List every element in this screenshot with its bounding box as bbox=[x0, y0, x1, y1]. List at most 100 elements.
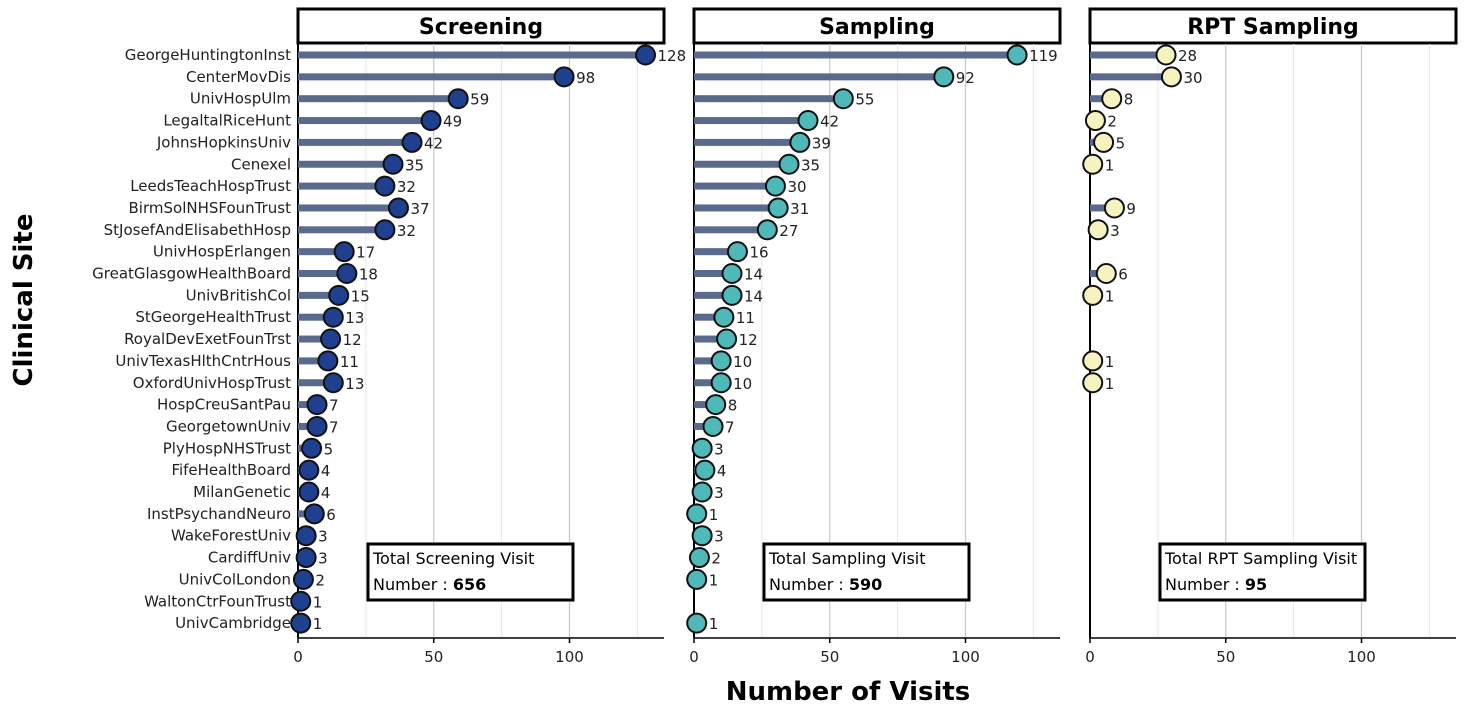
lollipop-stem bbox=[298, 95, 459, 103]
lollipop-point bbox=[317, 350, 339, 372]
lollipop-point bbox=[710, 350, 732, 372]
lollipop-stem bbox=[298, 313, 334, 321]
total-box bbox=[762, 542, 971, 602]
number-label: Number : bbox=[769, 575, 849, 594]
lollipop-stem bbox=[694, 248, 738, 256]
value-label: 39 bbox=[812, 134, 831, 152]
lollipop-stem bbox=[298, 248, 345, 256]
panel-title: Sampling bbox=[819, 15, 935, 40]
value-label: 1 bbox=[1105, 287, 1115, 305]
site-label: RoyalDevExetFounTrst bbox=[124, 330, 291, 348]
value-label: 30 bbox=[1183, 69, 1202, 87]
value-label: 37 bbox=[410, 200, 429, 218]
lollipop-point bbox=[1082, 153, 1104, 175]
value-label: 3 bbox=[714, 484, 724, 502]
lollipop-stem bbox=[694, 117, 809, 125]
lollipop-stem bbox=[694, 138, 800, 146]
lollipop-point bbox=[301, 437, 323, 459]
lollipop-point bbox=[832, 88, 854, 110]
site-label: GeorgetownUniv bbox=[166, 417, 291, 435]
lollipop-stem bbox=[694, 204, 779, 212]
lollipop-stem bbox=[1090, 73, 1172, 81]
total-number-line: Number : 590 bbox=[769, 575, 882, 594]
lollipop-point bbox=[292, 568, 314, 590]
value-label: 1 bbox=[313, 593, 323, 611]
lollipop-point bbox=[382, 153, 404, 175]
panel-title: Screening bbox=[419, 15, 543, 40]
lollipop-point bbox=[1160, 66, 1182, 88]
lollipop-point bbox=[374, 219, 396, 241]
lollipop-point bbox=[778, 153, 800, 175]
lollipop-point bbox=[306, 394, 328, 416]
value-label: 14 bbox=[744, 266, 763, 284]
site-label: LeedsTeachHospTrust bbox=[130, 177, 291, 195]
value-label: 8 bbox=[728, 397, 738, 415]
lollipop-stem bbox=[694, 270, 733, 277]
value-label: 10 bbox=[733, 375, 752, 393]
lollipop-point bbox=[1082, 372, 1104, 394]
lollipop-point bbox=[716, 328, 738, 350]
lollipop-point bbox=[306, 415, 328, 437]
value-label: 42 bbox=[820, 113, 839, 131]
value-label: 28 bbox=[1178, 47, 1197, 65]
site-label: InstPsychandNeuro bbox=[147, 505, 291, 523]
value-label: 42 bbox=[424, 134, 443, 152]
value-label: 27 bbox=[779, 222, 798, 240]
value-label: 3 bbox=[714, 528, 724, 546]
value-label: 119 bbox=[1029, 47, 1058, 65]
total-value: 590 bbox=[849, 575, 882, 594]
x-tick-label: 0 bbox=[689, 648, 699, 666]
total-value: 95 bbox=[1245, 575, 1267, 594]
value-label: 1 bbox=[709, 506, 719, 524]
value-label: 12 bbox=[343, 331, 362, 349]
site-label: WakeForestUniv bbox=[171, 527, 291, 545]
lollipop-point bbox=[1095, 263, 1117, 284]
site-label: UnivBritishCol bbox=[186, 286, 291, 304]
value-label: 11 bbox=[340, 353, 359, 371]
value-label: 3 bbox=[318, 550, 328, 568]
lollipop-point bbox=[553, 66, 575, 88]
lollipop-point bbox=[691, 437, 713, 459]
value-label: 2 bbox=[1107, 113, 1117, 131]
value-label: 6 bbox=[1118, 266, 1128, 284]
lollipop-stem bbox=[1090, 95, 1112, 103]
number-label: Number : bbox=[373, 575, 453, 594]
lollipop-point bbox=[387, 197, 409, 219]
lollipop-stem bbox=[694, 335, 727, 343]
value-label: 3 bbox=[318, 528, 328, 546]
x-tick-label: 100 bbox=[555, 648, 584, 666]
lollipop-stem bbox=[1090, 204, 1115, 212]
value-label: 1 bbox=[1105, 375, 1115, 393]
lollipop-point bbox=[1084, 110, 1106, 132]
site-label: GeorgeHuntingtonInst bbox=[125, 46, 291, 64]
site-label: BirmSolNHSFounTrust bbox=[129, 199, 292, 217]
x-tick-label: 50 bbox=[820, 648, 839, 666]
value-label: 1 bbox=[709, 615, 719, 633]
lollipop-stem bbox=[298, 51, 646, 59]
lollipop-point bbox=[401, 131, 423, 153]
lollipop-stem bbox=[298, 335, 331, 343]
site-label: UnivHospErlangen bbox=[153, 243, 291, 261]
value-label: 1 bbox=[709, 571, 719, 589]
value-label: 92 bbox=[956, 69, 975, 87]
lollipop-stem bbox=[694, 291, 733, 299]
value-label: 31 bbox=[790, 200, 809, 218]
value-label: 9 bbox=[1126, 200, 1136, 218]
value-label: 5 bbox=[1116, 134, 1126, 152]
value-label: 2 bbox=[711, 550, 721, 568]
total-number-line: Number : 656 bbox=[373, 575, 486, 594]
value-label: 1 bbox=[1105, 353, 1115, 371]
x-axis-title: Number of Visits bbox=[726, 677, 971, 707]
lollipop-stem bbox=[298, 138, 413, 146]
site-label: UnivTexasHlthCntrHous bbox=[115, 352, 291, 370]
site-label: WaltonCtrFounTrust bbox=[144, 592, 291, 610]
value-label: 35 bbox=[405, 156, 424, 174]
lollipop-point bbox=[710, 372, 732, 394]
value-label: 1 bbox=[1105, 156, 1115, 174]
lollipop-point bbox=[686, 503, 708, 525]
value-label: 7 bbox=[329, 397, 339, 415]
x-tick-label: 50 bbox=[424, 648, 443, 666]
